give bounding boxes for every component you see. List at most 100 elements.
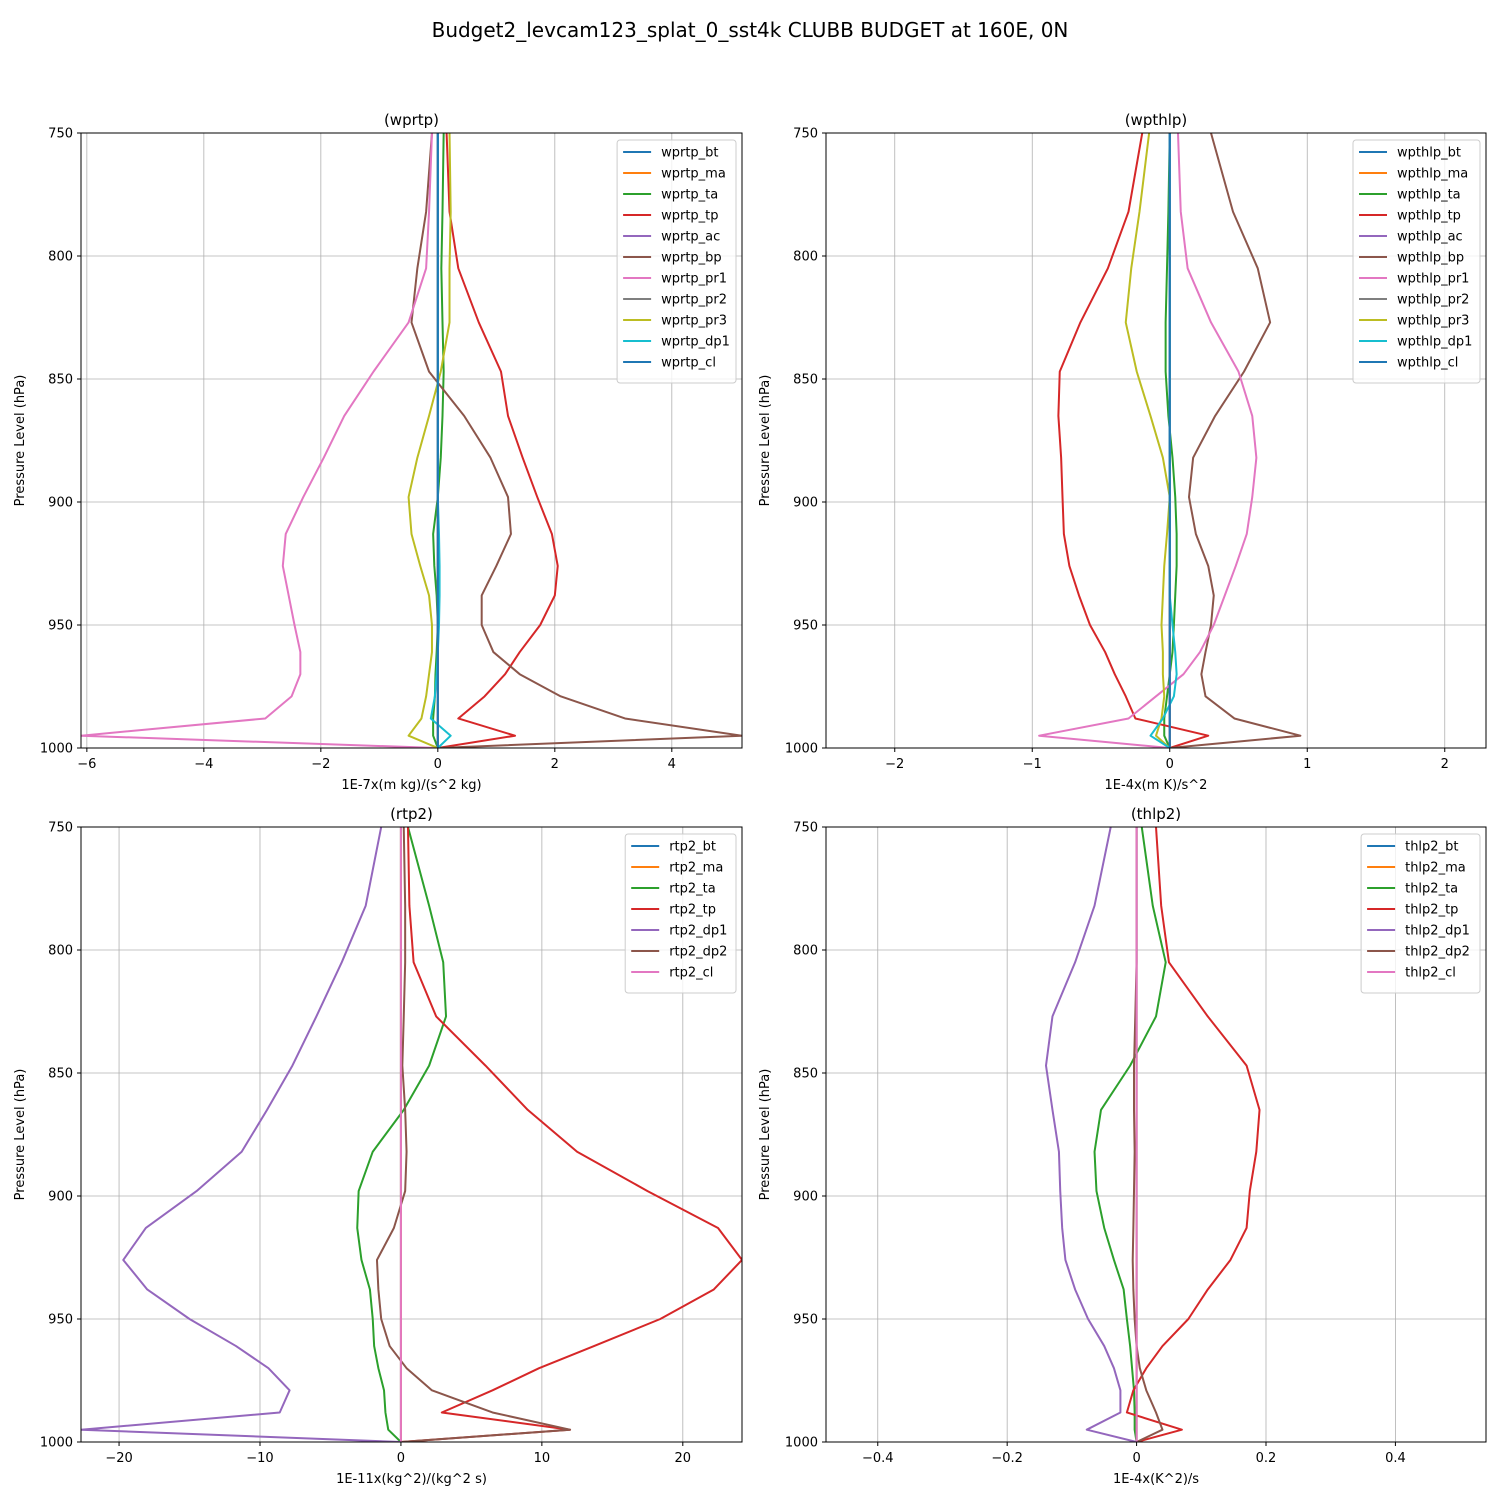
x-tick-label: 1 — [1303, 757, 1311, 772]
x-tick-label: 0.2 — [1256, 1451, 1277, 1466]
x-tick-label: 0 — [1132, 1451, 1140, 1466]
y-tick-label: 900 — [793, 1190, 818, 1205]
legend-entry: wprtp_ta — [661, 188, 718, 203]
series-line-thlp2_dp2 — [1131, 827, 1164, 1442]
subplot-title: (rtp2) — [390, 805, 433, 823]
series-line-thlp2_tp — [1125, 827, 1261, 1442]
legend-entry: wprtp_pr2 — [661, 293, 727, 308]
legend-entry: wpthlp_ta — [1397, 188, 1461, 203]
legend-entry: wprtp_ma — [661, 167, 726, 182]
legend: rtp2_bt rtp2_ma rtp2_ta rtp2_tp rtp2_dp1 rtp2… — [624, 833, 737, 994]
y-tick-label: 750 — [48, 127, 73, 142]
series-line-rtp2_dp1 — [81, 827, 401, 1442]
series-line-rtp2_tp — [400, 827, 742, 1442]
y-tick-label: 1000 — [785, 1436, 818, 1451]
legend-box — [616, 139, 737, 384]
x-tick-label: 2 — [551, 757, 559, 772]
y-tick-label: 850 — [48, 1067, 73, 1082]
legend-entry: wprtp_bt — [661, 146, 718, 161]
y-axis-label: Pressure Level (hPa) — [758, 1069, 773, 1201]
series-line-wpthlp_bp — [1169, 133, 1302, 748]
series-line-wprtp_pr1 — [81, 133, 438, 748]
legend-entry: wprtp_bp — [661, 251, 722, 266]
y-tick-label: 800 — [793, 944, 818, 959]
series-lines — [81, 827, 742, 1442]
subplot-title: (wpthlp) — [1125, 111, 1188, 129]
x-tick-label: 0.4 — [1385, 1451, 1406, 1466]
axes-frame — [80, 132, 743, 749]
legend-entry: wprtp_cl — [661, 356, 716, 371]
y-tick-label: 850 — [793, 1067, 818, 1082]
y-tick-label: 800 — [793, 250, 818, 265]
y-tick-label: 900 — [48, 1190, 73, 1205]
y-tick-label: 800 — [48, 250, 73, 265]
legend-entry: thlp2_bt — [1405, 840, 1458, 855]
legend-entry: wprtp_tp — [661, 209, 718, 224]
series-line-rtp2_ta — [356, 827, 448, 1442]
x-axis-label: 1E-4x(m K)/s^2 — [1105, 778, 1208, 793]
legend-box — [1360, 833, 1481, 994]
x-tick-label: 2 — [1441, 757, 1449, 772]
legend-entry: rtp2_ma — [669, 861, 723, 876]
series-line-rtp2_dp2 — [375, 827, 572, 1442]
legend-entry: wpthlp_ac — [1397, 230, 1463, 245]
legend: thlp2_bt thlp2_ma thlp2_ta thlp2_tp thlp2_dp… — [1360, 833, 1481, 994]
x-tick-label: −4 — [194, 757, 213, 772]
x-tick-label: −0.4 — [862, 1451, 894, 1466]
legend-entry: wpthlp_cl — [1397, 356, 1458, 371]
y-tick-label: 1000 — [40, 742, 73, 757]
legend-entry: thlp2_cl — [1405, 966, 1456, 981]
x-axis-label: 1E-4x(K^2)/s — [1113, 1472, 1199, 1487]
y-tick-label: 850 — [48, 373, 73, 388]
series-line-wpthlp_pr1 — [1038, 133, 1258, 748]
subplot-wpthlp: −2 −1 0 1 2 750 800 850 900 950 1000 (wpthlp) 1E-4x(… — [758, 111, 1487, 793]
legend-entry: rtp2_tp — [669, 903, 716, 918]
legend-entry: wpthlp_ma — [1397, 167, 1468, 182]
y-tick-label: 950 — [48, 619, 73, 634]
x-tick-label: −0.2 — [991, 1451, 1023, 1466]
y-axis-label: Pressure Level (hPa) — [13, 1069, 28, 1201]
legend-entry: thlp2_dp2 — [1405, 945, 1470, 960]
legend-entry: rtp2_cl — [669, 966, 713, 981]
legend-entry: wprtp_ac — [661, 230, 720, 245]
series-lines — [1045, 827, 1261, 1442]
x-axis-label: 1E-7x(m kg)/(s^2 kg) — [341, 778, 481, 793]
x-tick-label: −1 — [1023, 757, 1042, 772]
y-tick-label: 950 — [793, 619, 818, 634]
x-tick-label: 20 — [675, 1451, 692, 1466]
x-tick-label: −20 — [105, 1451, 132, 1466]
axes-frame — [80, 826, 743, 1443]
series-line-wpthlp_tp — [1057, 133, 1210, 748]
figure-title: Budget2_levcam123_splat_0_sst4k CLUBB BU… — [432, 18, 1069, 42]
x-tick-label: 10 — [534, 1451, 551, 1466]
legend-entry: wpthlp_dp1 — [1397, 335, 1472, 350]
subplot-wprtp: −6 −4 −2 0 2 4 750 800 850 900 950 1000 (wprtp) 1E-7x… — [13, 111, 743, 793]
y-tick-label: 950 — [48, 1313, 73, 1328]
x-tick-label: 0 — [397, 1451, 405, 1466]
y-tick-label: 750 — [48, 821, 73, 836]
y-tick-label: 850 — [793, 373, 818, 388]
y-tick-label: 800 — [48, 944, 73, 959]
x-tick-label: 0 — [434, 757, 442, 772]
legend-entry: wprtp_pr1 — [661, 272, 727, 287]
legend-entry: wpthlp_bt — [1397, 146, 1461, 161]
legend: wprtp_bt wprtp_ma wprtp_ta wprtp_tp wprtp_ac… — [616, 139, 737, 384]
subplot-thlp2: −0.4 −0.2 0 0.2 0.4 750 800 850 900 950 1000 (thlp2… — [758, 805, 1487, 1487]
y-tick-label: 750 — [793, 821, 818, 836]
series-line-wprtp_tp — [437, 133, 559, 748]
legend-entry: wpthlp_pr3 — [1397, 314, 1469, 329]
legend-entry: wpthlp_pr2 — [1397, 293, 1469, 308]
x-axis-label: 1E-11x(kg^2)/(kg^2 s) — [336, 1472, 487, 1487]
series-line-wpthlp_ta — [1163, 133, 1178, 748]
legend-entry: thlp2_ma — [1405, 861, 1466, 876]
legend-entry: rtp2_ta — [669, 882, 716, 897]
legend-entry: rtp2_dp2 — [669, 945, 727, 960]
subplot-title: (thlp2) — [1131, 805, 1181, 823]
x-tick-label: −2 — [885, 757, 904, 772]
y-tick-label: 750 — [793, 127, 818, 142]
legend-entry: rtp2_bt — [669, 840, 716, 855]
subplot-rtp2: −20 −10 0 10 20 750 800 850 900 950 1000 (rtp2) 1E-1… — [13, 805, 743, 1487]
y-tick-label: 900 — [793, 496, 818, 511]
series-line-wprtp_pr3 — [407, 133, 452, 748]
y-axis-label: Pressure Level (hPa) — [758, 375, 773, 507]
